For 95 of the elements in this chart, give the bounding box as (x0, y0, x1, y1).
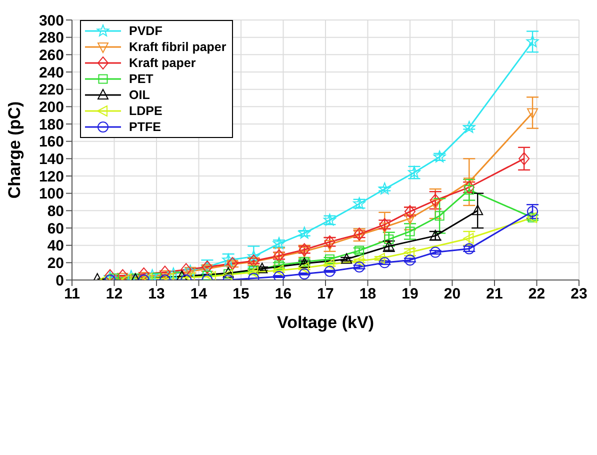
point (463, 232, 474, 244)
point (527, 108, 538, 119)
point (464, 178, 475, 188)
point (273, 264, 284, 276)
point (472, 204, 484, 216)
x-tick-label: 12 (106, 286, 123, 303)
y-tick-label: 220 (38, 82, 64, 99)
point (274, 252, 285, 263)
point (434, 211, 444, 221)
point (117, 269, 128, 280)
point (202, 264, 213, 275)
point (202, 270, 212, 280)
point (341, 253, 352, 264)
y-tick-label: 240 (38, 64, 64, 82)
y-tick-label: 40 (47, 238, 64, 255)
point (462, 120, 476, 133)
legend-label: Kraft paper (129, 56, 196, 70)
x-axis-title: Voltage (kV) (277, 313, 374, 332)
point (248, 254, 260, 268)
y-tick-label: 100 (38, 186, 64, 203)
point (298, 226, 311, 239)
point (430, 199, 441, 210)
point (167, 267, 180, 280)
point (272, 237, 286, 249)
x-tick-label: 11 (64, 286, 80, 303)
point (256, 262, 268, 274)
point (430, 194, 441, 207)
point (138, 267, 150, 280)
point (405, 226, 415, 236)
point (404, 214, 416, 224)
point (205, 271, 216, 280)
y-tick-label: 120 (38, 168, 64, 186)
point (227, 260, 238, 270)
y-tick-label: 160 (38, 134, 64, 151)
y-tick-label: 280 (38, 30, 64, 47)
point (354, 262, 365, 272)
legend-label: LDPE (129, 104, 162, 118)
legend-label: Kraft fibril paper (129, 40, 226, 54)
point (378, 182, 391, 194)
y-tick-label: 180 (38, 116, 64, 134)
legend-label: OIL (129, 88, 150, 102)
y-tick-label: 140 (38, 150, 64, 168)
x-tick-label: 20 (444, 286, 461, 303)
point (274, 249, 285, 262)
y-tick-label: 20 (47, 254, 64, 272)
point (374, 252, 385, 264)
y-tick-label: 260 (38, 46, 64, 64)
point (324, 240, 336, 250)
point (324, 254, 334, 264)
point (384, 234, 394, 244)
x-tick-label: 22 (528, 286, 546, 303)
point (247, 250, 260, 262)
point (248, 266, 258, 276)
point (159, 266, 170, 279)
y-tick-label: 200 (38, 98, 64, 116)
legend-label: PTFE (129, 120, 161, 134)
point (180, 263, 192, 276)
point (430, 246, 441, 258)
point (176, 270, 188, 280)
point (248, 257, 260, 268)
y-tick-label: 80 (47, 202, 64, 220)
x-tick-label: 21 (486, 286, 503, 303)
y-tick-label: 60 (47, 220, 64, 238)
y-tick-label: 300 (38, 12, 64, 30)
x-tick-label: 16 (274, 286, 292, 303)
x-tick-label: 17 (317, 286, 334, 303)
point (248, 266, 258, 278)
x-tick-label: 19 (402, 286, 418, 303)
x-tick-label: 13 (148, 286, 165, 303)
point (124, 270, 138, 280)
point (526, 35, 539, 48)
point (464, 243, 475, 254)
x-tick-label: 23 (570, 286, 588, 303)
y-axis-title: Charge (pC) (5, 101, 24, 199)
x-tick-label: 15 (232, 286, 250, 303)
x-tick-label: 18 (359, 286, 376, 303)
point (227, 257, 238, 270)
point (379, 257, 390, 268)
legend-label: PET (129, 72, 154, 86)
point (298, 268, 310, 280)
x-tick-label: 14 (190, 286, 208, 303)
point (404, 254, 416, 266)
point (274, 271, 285, 280)
point (298, 262, 309, 274)
legend-label: PVDF (129, 24, 162, 38)
point (404, 246, 414, 258)
point (518, 152, 530, 166)
point (324, 266, 336, 277)
point (146, 269, 158, 280)
point (324, 258, 334, 270)
point (159, 270, 170, 280)
y-tick-label: 0 (56, 272, 64, 290)
point (379, 222, 390, 234)
point (433, 150, 446, 162)
point (353, 255, 364, 266)
